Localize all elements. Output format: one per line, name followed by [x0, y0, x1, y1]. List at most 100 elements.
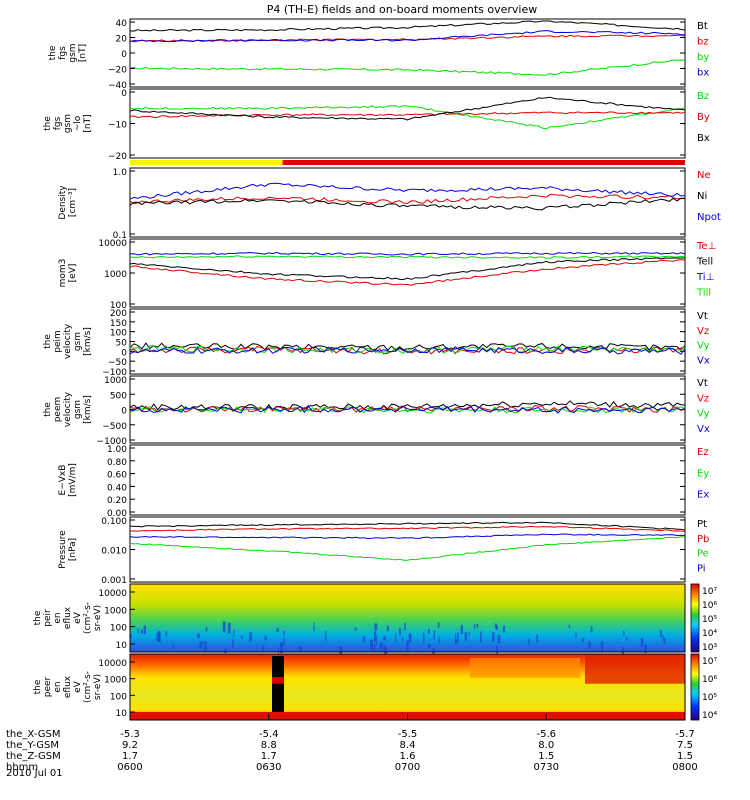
y-tick-label: 20 — [116, 35, 128, 45]
y-tick-label: −10 — [108, 121, 127, 131]
heatmap-speckle — [423, 632, 425, 644]
colorbar-tick-label: 10⁴ — [702, 711, 717, 721]
heatmap-speckle — [383, 645, 386, 652]
colorbar-tick-label: 10³ — [702, 643, 717, 653]
mode-bar-segment — [130, 160, 283, 165]
legend-entry: Te⊥ — [696, 241, 716, 252]
heatmap-speckle — [370, 639, 373, 650]
legend-entry: Npot — [697, 212, 721, 223]
legend-entry: bx — [697, 68, 709, 79]
time-axis-value: 0800 — [672, 762, 697, 773]
y-tick-label: 100 — [110, 692, 127, 702]
time-axis-value: 0630 — [256, 762, 281, 773]
series-line-vx — [130, 405, 686, 414]
panel-5: the peim velocity gsm [km/s] 200150100500−50−… — [43, 308, 710, 378]
legend-entry: Ne — [697, 170, 711, 181]
heatmap-speckle — [264, 635, 267, 641]
y-axis-label: [nT] — [78, 44, 88, 62]
panel-frame — [129, 88, 686, 159]
date-label: 2010 Jul 01 — [6, 768, 63, 779]
y-tick-label: 0.20 — [107, 496, 127, 506]
y-axis-label: [eV] — [68, 264, 78, 283]
legend-entry: Tell — [696, 257, 713, 268]
heatmap-speckle — [395, 632, 397, 642]
y-tick-label: −1000 — [97, 437, 128, 447]
colorbar-tick-label: 10⁶ — [702, 601, 717, 611]
y-tick-label: 150 — [110, 319, 127, 329]
panel-10: the peer en eflux eV (cm²-s-sr-eV) 10000 1000 10… — [33, 653, 717, 721]
time-axis-value: -5.6 — [536, 729, 556, 740]
heatmap-speckle — [464, 632, 468, 641]
heatmap-speckle — [200, 641, 204, 645]
y-axis-label: Density — [58, 185, 68, 220]
heatmap-speckle — [502, 625, 506, 633]
y-tick-label: −20 — [108, 152, 127, 162]
y-tick-label: 10000 — [98, 239, 127, 249]
y-tick-label: 100 — [110, 624, 127, 634]
series-line-by — [129, 59, 686, 76]
y-axis-label: eflux — [63, 606, 73, 629]
panel-1: the fgs gsm [nT] 40 20 0 −20 −40 Bt bz by bx — [48, 18, 709, 91]
panel-7: E−VxB [mV/m] 1.00 0.80 0.60 0.40 0.20 0.00 Ez Ey E… — [58, 444, 709, 519]
time-axis-value: 7.5 — [677, 740, 693, 751]
y-axis-label: eflux — [63, 675, 73, 698]
data-gap — [272, 656, 284, 718]
panel-frame — [129, 583, 686, 653]
y-tick-label: 1000 — [104, 606, 127, 616]
heatmap-speckle — [262, 645, 265, 651]
heatmap-speckle — [383, 636, 387, 641]
heatmap-speckle — [276, 627, 280, 632]
legend-entry: Pb — [697, 534, 709, 545]
heatmap-speckle — [662, 635, 664, 642]
heatmap-speckle — [623, 630, 625, 636]
series-line-pe — [129, 536, 686, 561]
y-tick-label: 0 — [121, 407, 127, 417]
series-line-te⊥ — [129, 259, 686, 286]
y-tick-label: 1.0 — [113, 168, 128, 178]
y-tick-label: 0.010 — [101, 547, 127, 557]
heatmap-speckle — [325, 630, 327, 642]
y-axis-label: peem — [53, 397, 63, 423]
y-axis-label: [mV/m] — [68, 463, 78, 497]
y-tick-label: −40 — [108, 81, 127, 91]
y-axis-label: [cm⁻³] — [68, 188, 78, 217]
y-axis-label: eV — [73, 680, 83, 693]
time-axis-value: 0730 — [534, 762, 559, 773]
y-axis-label: (cm²-s- — [83, 671, 93, 703]
heatmap-high-flux — [585, 654, 685, 684]
y-tick-label: 40 — [116, 19, 128, 29]
series-line-bx — [129, 30, 686, 43]
legend-entry: Ex — [697, 490, 709, 501]
y-tick-label: −500 — [102, 422, 127, 432]
heatmap-speckle — [199, 642, 203, 649]
time-axis-value: 1.5 — [538, 751, 554, 762]
y-axis-label: the — [33, 679, 43, 694]
y-axis-label: gsm — [63, 114, 73, 133]
panel-frame — [129, 516, 686, 583]
y-axis-label: [nT] — [83, 114, 93, 132]
heatmap-speckle — [313, 622, 315, 632]
series-line-vz — [129, 405, 686, 414]
legend-entry: Bz — [697, 91, 709, 102]
y-axis-label: eV — [73, 611, 83, 624]
y-axis-label: [km/s] — [83, 327, 93, 356]
panel-frame — [129, 238, 686, 308]
y-tick-label: 1000 — [104, 676, 127, 686]
time-axis-value: 8.4 — [400, 740, 416, 751]
y-tick-label: 10 — [116, 709, 128, 719]
legend-entry: Vz — [697, 326, 709, 337]
y-axis-label: mom3 — [58, 259, 68, 288]
y-tick-label: 1.00 — [107, 445, 127, 455]
y-tick-label: 10000 — [98, 589, 127, 599]
y-tick-label: 0 — [121, 89, 127, 99]
y-tick-label: 200 — [110, 309, 127, 319]
series-line-bt — [129, 20, 686, 32]
heatmap-speckle — [232, 639, 234, 649]
series-line-pt — [129, 521, 686, 531]
colorbar-tick-label: 10⁷ — [702, 587, 717, 597]
time-axis-value: 9.2 — [122, 740, 138, 751]
heatmap-speckle — [406, 640, 409, 651]
heatmap-speckle — [588, 641, 591, 649]
y-axis-label: velocity — [63, 323, 73, 359]
